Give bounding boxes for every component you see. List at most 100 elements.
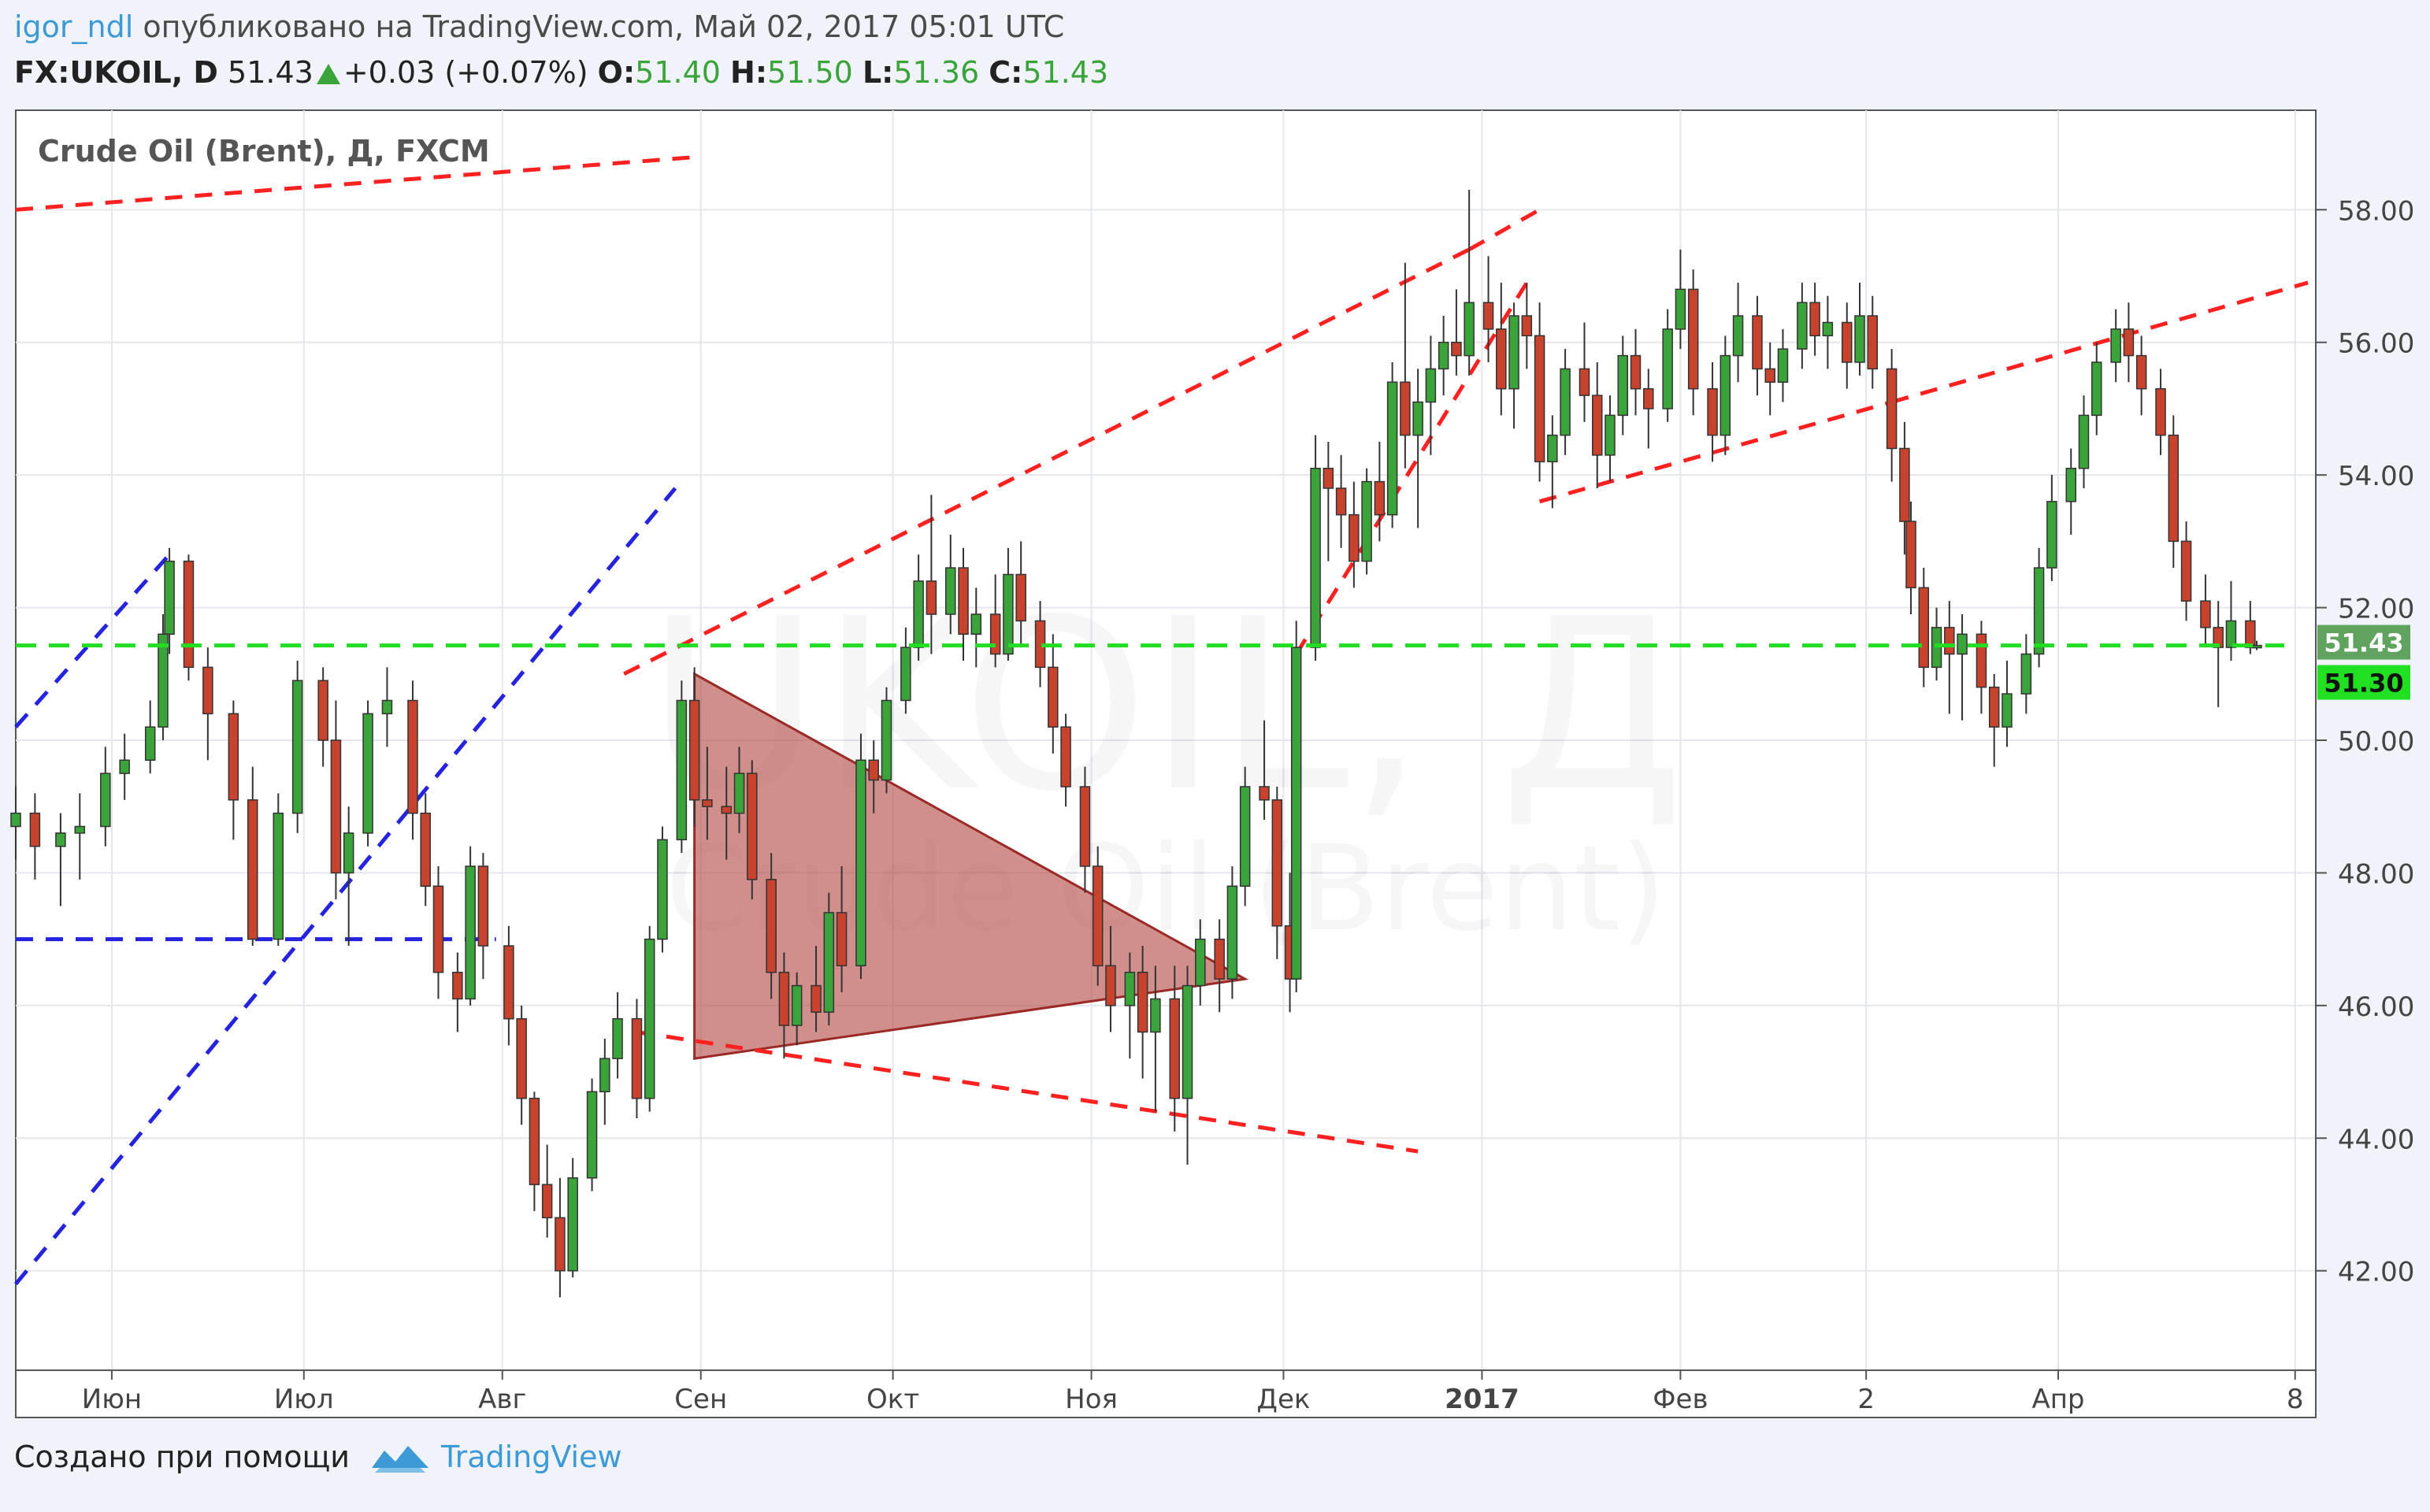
candle	[811, 946, 822, 1032]
candle-body	[989, 613, 1001, 655]
candle-body	[631, 1017, 643, 1099]
candle	[541, 1144, 553, 1238]
candle	[881, 687, 892, 794]
low-value: 51.36	[893, 55, 980, 90]
candle-body	[1854, 315, 1865, 363]
candle-body	[529, 1097, 540, 1185]
candle-body	[1003, 573, 1014, 655]
x-tick-label: Июл	[274, 1384, 334, 1415]
candle-body	[2225, 620, 2237, 648]
candle	[273, 793, 284, 947]
candle-body	[1764, 368, 1775, 384]
candle-body	[1226, 885, 1238, 980]
candle-body	[2251, 644, 2262, 649]
y-tick-label: 46.00	[2338, 991, 2414, 1023]
candle	[503, 925, 514, 1046]
candle-body	[228, 713, 239, 801]
candle	[1464, 190, 1475, 376]
candle	[2091, 342, 2102, 435]
candle	[778, 952, 790, 1059]
candle	[74, 793, 86, 880]
candle-body	[1412, 401, 1423, 436]
tradingview-logo-icon	[371, 1446, 428, 1473]
x-tick-label: Апр	[2031, 1384, 2084, 1415]
candle	[747, 760, 758, 900]
candle-body	[1918, 587, 1930, 669]
candle-body	[2091, 361, 2102, 417]
candle-body	[2065, 467, 2076, 502]
time-axis[interactable]: Июн Июл Авг Сен Окт Ноя Дек 2017 Фев 2 Апр 8	[82, 1370, 2304, 1415]
candle-body	[1310, 467, 1321, 648]
candle	[2180, 521, 2192, 621]
candle	[2168, 415, 2180, 569]
candle	[855, 733, 866, 980]
open-label: O:	[597, 55, 636, 90]
candle-body	[2180, 540, 2192, 602]
candle-body	[1214, 938, 1225, 980]
price-label-text: 51.43	[2324, 628, 2403, 658]
red-trend-line[interactable]	[1890, 280, 2309, 404]
chart-legend: Crude Oil (Brent), Д, FXCM	[38, 134, 490, 169]
candle	[10, 786, 21, 860]
candle	[1957, 614, 1968, 721]
candle-body	[1400, 381, 1411, 436]
candle	[1349, 481, 1360, 588]
candle-body	[733, 773, 745, 814]
red-trend-line[interactable]	[1467, 208, 1541, 252]
price-axis[interactable]: 42.00 44.00 46.00 48.00 50.00 52.00 54.00 56.00…	[2316, 195, 2414, 1288]
author-link[interactable]: igor_ndl	[14, 9, 134, 44]
price-label-box	[2317, 665, 2410, 700]
candle-body	[747, 773, 758, 880]
close-label: C:	[989, 55, 1023, 90]
candle	[1752, 295, 1763, 396]
candle-body	[477, 865, 489, 947]
red-trend-line[interactable]	[636, 1030, 1419, 1154]
price-label-box	[2317, 624, 2410, 660]
candle-body	[586, 1091, 598, 1179]
blue-trend-line[interactable]	[14, 487, 677, 1286]
candle	[1579, 322, 1590, 422]
tradingview-link[interactable]: TradingView	[440, 1440, 622, 1474]
candle-body	[1079, 786, 1091, 867]
red-trend-line[interactable]	[15, 154, 701, 212]
red-trend-line[interactable]	[1538, 400, 1893, 504]
candle-body	[362, 713, 373, 834]
candle-body	[1521, 315, 1533, 337]
candle-body	[1259, 786, 1270, 801]
candle	[1854, 282, 1865, 376]
candle-body	[2046, 501, 2057, 569]
candle-body	[1137, 971, 1148, 1033]
candle-body	[1976, 633, 1987, 688]
candle	[945, 534, 956, 635]
candle-body	[2200, 600, 2211, 628]
x-tick-label: 8	[2287, 1384, 2304, 1415]
y-tick-label: 56.00	[2338, 328, 2414, 360]
candle-body	[291, 680, 303, 814]
candle-body	[688, 699, 700, 801]
red-trend-line[interactable]	[623, 247, 1471, 676]
blue-trend-line[interactable]	[14, 553, 171, 728]
candle	[1496, 282, 1507, 416]
candle	[657, 826, 668, 953]
candle-body	[55, 832, 66, 847]
candle	[407, 680, 418, 840]
candle-body	[2002, 693, 2013, 728]
candle	[2065, 448, 2076, 535]
candle	[900, 627, 911, 714]
candle	[100, 747, 111, 847]
candle-body	[183, 560, 195, 669]
y-tick-label: 50.00	[2338, 726, 2414, 758]
candle	[477, 853, 489, 980]
candle-body	[1905, 521, 1916, 589]
candle	[2155, 369, 2166, 455]
high-label: H:	[730, 55, 768, 90]
candle-body	[1931, 627, 1942, 669]
candle	[330, 700, 342, 900]
candle	[1271, 786, 1283, 959]
candle-body	[1732, 315, 1744, 357]
low-label: L:	[862, 55, 894, 90]
candle-body	[1092, 865, 1104, 967]
candle-body	[644, 938, 655, 1099]
candle	[688, 667, 700, 827]
